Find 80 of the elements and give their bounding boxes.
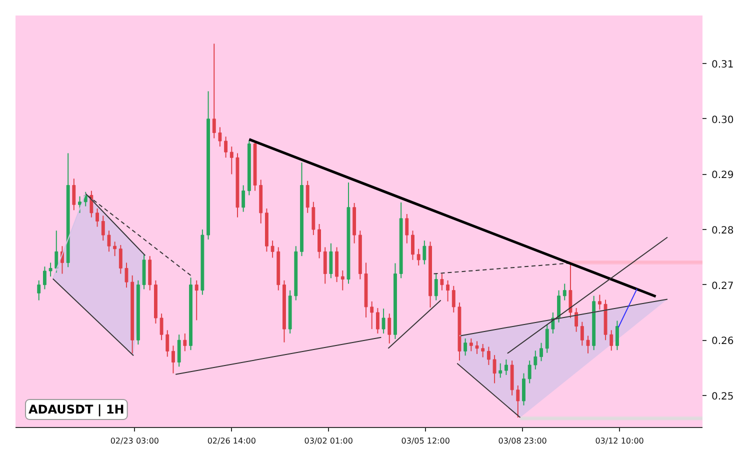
y-tick-label: 0.27 <box>712 280 734 292</box>
candlestick <box>598 294 602 310</box>
candlestick <box>486 346 490 366</box>
text: ADAUSDT | 1H <box>28 402 124 416</box>
candlestick <box>329 242 333 279</box>
candlestick <box>43 266 46 290</box>
candlestick <box>568 262 572 318</box>
candlestick <box>481 343 485 358</box>
candlestick <box>37 280 41 301</box>
candlestick <box>562 283 566 301</box>
y-tick-label: 0.31 <box>712 60 734 71</box>
candlestick <box>340 270 344 291</box>
y-tick-label: 0.28 <box>712 226 734 237</box>
candlestick <box>54 230 58 274</box>
candlestick <box>405 214 409 244</box>
candlestick <box>242 184 246 212</box>
candlestick <box>376 308 380 334</box>
candlestick <box>270 240 274 258</box>
candlestick <box>610 330 614 352</box>
candlestick <box>534 350 538 370</box>
candlestick <box>230 146 234 175</box>
candlestick <box>434 273 438 301</box>
candlestick <box>416 248 420 266</box>
candlestick <box>540 342 543 362</box>
candlestick <box>422 240 426 265</box>
candlestick <box>498 362 502 378</box>
candlestick <box>78 196 82 214</box>
candlestick <box>166 330 170 358</box>
candlestick <box>475 340 479 354</box>
candlestick <box>113 241 117 257</box>
candlestick <box>580 321 584 346</box>
y-tick-label: 0.29 <box>712 170 734 182</box>
candlestick <box>492 354 496 384</box>
x-tick-label: 02/26 14:00 <box>207 436 256 446</box>
candlestick <box>312 201 316 236</box>
candlestick <box>101 215 105 242</box>
candlestick <box>440 273 444 291</box>
x-tick-label: 03/02 01:00 <box>304 436 353 446</box>
candlestick <box>516 384 520 418</box>
candlestick <box>452 285 456 313</box>
candlestick <box>504 358 508 376</box>
candlestick <box>172 345 175 374</box>
candlestick <box>370 300 374 330</box>
candlestick <box>96 208 99 228</box>
y-tick-label: 0.30 <box>712 114 734 126</box>
candlestick <box>522 372 526 406</box>
candlestick <box>160 313 164 341</box>
x-tick-label: 03/08 23:00 <box>498 436 547 446</box>
candlestick <box>306 180 310 214</box>
candlestick <box>72 178 76 211</box>
candlestick <box>388 313 392 344</box>
candlestick <box>616 320 619 351</box>
x-tick-label: 03/05 12:00 <box>401 436 450 446</box>
candlestick <box>183 332 187 352</box>
candlestick <box>586 335 590 354</box>
y-tick-label: 0.25 <box>712 391 734 402</box>
candlestick <box>382 308 386 334</box>
candlestick <box>124 262 128 288</box>
candlestick <box>118 244 122 274</box>
candlestick <box>107 230 111 252</box>
candlestick <box>545 324 549 354</box>
candlestick <box>90 190 94 218</box>
candlestick <box>469 338 473 352</box>
x-tick-label: 02/23 03:00 <box>110 436 160 446</box>
candlestick <box>464 338 468 356</box>
candlestick <box>177 334 181 368</box>
candlestick <box>323 246 327 284</box>
candlestick <box>528 360 532 384</box>
y-tick-label: 0.26 <box>712 336 734 348</box>
candlestick <box>218 126 222 148</box>
candlestick <box>318 223 321 259</box>
candlestick <box>224 136 228 158</box>
candlestick <box>574 308 578 332</box>
candlestick <box>446 280 450 302</box>
candlestick <box>411 230 414 260</box>
candlestick <box>557 290 560 323</box>
candlestick <box>194 280 198 321</box>
candlestick <box>48 262 52 278</box>
x-tick-label: 03/12 10:00 <box>595 436 644 446</box>
candlestick <box>212 43 216 139</box>
